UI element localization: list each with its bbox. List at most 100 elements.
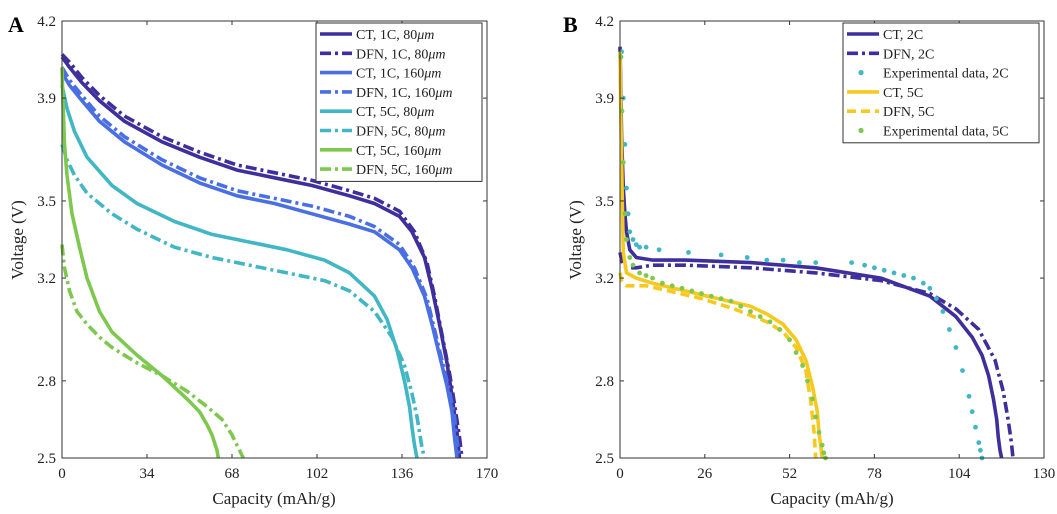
panel-b-legend-box [842, 22, 1040, 144]
panel-b-legend-label: DFN, 5C [883, 105, 934, 120]
panel-b-data-point [777, 327, 783, 332]
panel-a-legend-label: CT, 5C, 80μm [356, 105, 434, 120]
panel-b-data-point [624, 237, 629, 242]
panel-b-data-point [618, 54, 624, 60]
panel-a: A 0 34 68 102 136 170 2.5 2.8 3.2 3.5 3.9 4.2 Capac… [8, 12, 498, 508]
panel-a-legend-label: DFN, 5C, 160μm [356, 163, 453, 178]
panel-a-legend-label: DFN, 1C, 160μm [356, 86, 453, 101]
panel-b-data-point [619, 108, 625, 114]
panel-a-series-line [60, 67, 221, 459]
panel-b-legend-label: Experimental data, 2C [883, 67, 1009, 82]
panel-b-data-point [901, 273, 907, 278]
panel-a-legend-label: DFN, 1C, 80μm [356, 47, 446, 62]
panel-b-data-point [738, 303, 744, 309]
panel-b-y-tick-label: 3.5 [595, 194, 614, 210]
panel-b-data-point [767, 319, 773, 325]
panel-b-data-point [976, 440, 982, 445]
panel-b-data-point [891, 270, 897, 276]
panel-b-data-point [911, 275, 916, 281]
panel-a-legend: CT, 1C, 80μm DFN, 1C, 80μm CT, 1C, 160μm DF… [315, 22, 483, 182]
panel-b-data-point [787, 337, 792, 343]
panel-b-series-line [618, 272, 818, 459]
panel-b-x-tick-label: 104 [948, 466, 971, 482]
panel-b-data-point [816, 429, 822, 435]
panel-a-series [60, 53, 464, 459]
panel-b-data-point [862, 262, 867, 268]
panel-a-legend-label: CT, 5C, 160μm [356, 144, 441, 159]
panel-a-series-line [60, 66, 462, 459]
panel-b-legend-label: DFN, 2C [883, 47, 934, 62]
panel-b-axes-box [619, 20, 1045, 459]
panel-b-data-point [881, 267, 887, 273]
panel-b-data-point [699, 291, 704, 296]
panel-a-series-line [60, 53, 464, 459]
panel-b-data-point [630, 237, 636, 242]
panel-b-data-point [764, 257, 770, 263]
panel-b-data-point [810, 396, 815, 402]
panel-a-x-tick-label: 102 [306, 466, 329, 482]
panel-b-legend-label: CT, 2C [883, 28, 923, 43]
panel-a-series-line [60, 84, 419, 459]
panel-a-x-tick-label: 136 [391, 466, 414, 482]
panel-b-data-point [643, 244, 649, 250]
panel-b-data-point [966, 393, 972, 399]
panel-b-data-point [960, 368, 965, 373]
panel-b-x-axis-label: Capacity (mAh/g) [770, 489, 893, 508]
panel-b-legend: CT, 2C DFN, 2C Experimental data, 2C CT, 5C… [842, 22, 1040, 144]
panel-b-data-point [630, 262, 636, 268]
panel-a-x-tick-label: 0 [58, 466, 66, 482]
panel-b-data-point [934, 296, 939, 301]
panel-a-legend-box [315, 22, 483, 182]
panel-b-legend-label: Experimental data, 5C [883, 125, 1009, 140]
panel-a-x-tick-label: 68 [225, 466, 240, 482]
panel-b-data-point [748, 309, 753, 314]
panel-b-data-point [978, 447, 983, 453]
panel-b-series-line [618, 46, 1004, 459]
panel-a-series-line [60, 244, 245, 459]
panel-b-data-point [708, 293, 714, 299]
panel-b-data-point [744, 255, 750, 260]
panel-b-data-point [625, 211, 631, 217]
panel-a-y-axis-label: Voltage (V) [8, 200, 27, 279]
panel-b-data-point [624, 185, 629, 191]
panel-b-data-point [800, 363, 805, 368]
panel-b-data-point [780, 257, 786, 263]
panel-label-a: A [8, 12, 24, 37]
panel-b-data-point [813, 260, 819, 265]
panel-b-legend-swatch [858, 70, 864, 76]
panel-b-y-axis-label: Voltage (V) [566, 200, 585, 279]
panel-b-data-point [805, 378, 810, 384]
panel-b-data-point [656, 247, 662, 253]
panel-b-y-tick-label: 3.9 [595, 91, 614, 107]
panel-b-x-tick-label: 78 [867, 466, 882, 482]
panel-b-data-point [679, 285, 685, 291]
panel-b-data-point [627, 255, 633, 260]
panel-b-legend-label: CT, 5C [883, 86, 923, 101]
panel-b-y-tick-label: 4.2 [595, 14, 614, 30]
panel-b-series-line [618, 252, 1015, 459]
panel-b-data-point [622, 211, 628, 217]
panel-b-series [618, 46, 1015, 461]
panel-b-data-point [660, 280, 665, 286]
panel-b-data-point [849, 260, 854, 265]
panel-a-y-tick-label: 4.2 [37, 14, 56, 30]
panel-b: B 0 26 52 78 104 130 2.5 2.8 3.2 3.5 3.9 4.2 Capaci… [563, 12, 1055, 508]
panel-b-data-point [797, 260, 802, 265]
panel-b-data-point [686, 250, 691, 255]
panel-a-y-tick-label: 2.8 [37, 374, 56, 390]
panel-b-data-point [969, 409, 975, 415]
panel-a-y-tick-label: 3.9 [37, 91, 56, 107]
panel-b-data-point [643, 273, 649, 278]
panel-b-x-tick-label: 52 [782, 466, 797, 482]
panel-a-y-tick-label: 3.2 [37, 271, 56, 287]
panel-b-data-point [718, 252, 724, 258]
panel-a-x-tick-label: 170 [476, 466, 499, 482]
panel-b-data-point [728, 298, 734, 304]
panel-b-data-point [620, 160, 626, 165]
panel-b-data-point [821, 450, 827, 456]
panel-b-data-point [819, 442, 825, 448]
panel-a-series-line [60, 143, 427, 459]
panel-b-data-point [953, 345, 959, 350]
panel-b-data-point [940, 309, 946, 314]
